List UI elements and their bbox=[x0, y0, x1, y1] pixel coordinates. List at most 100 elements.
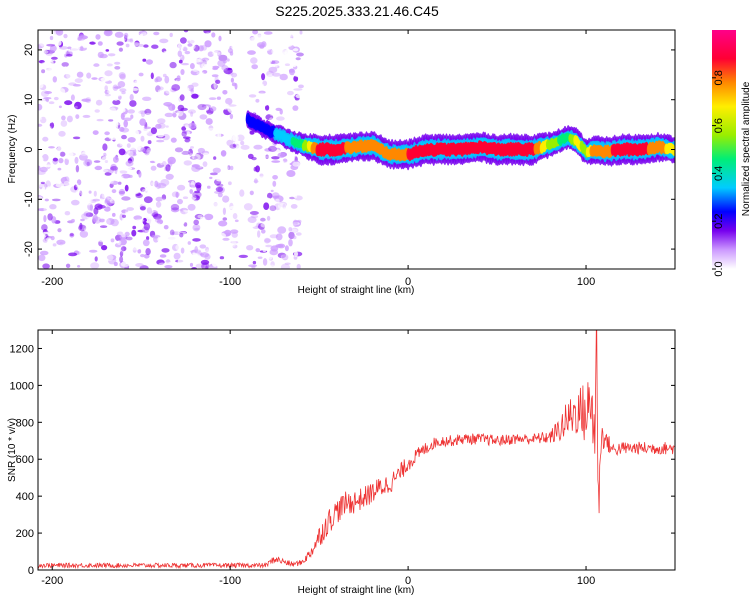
noise-speckle bbox=[50, 136, 58, 144]
noise-speckle bbox=[282, 215, 292, 222]
noise-speckle bbox=[43, 97, 52, 100]
noise-speckle bbox=[93, 216, 102, 224]
noise-speckle bbox=[163, 102, 173, 107]
noise-speckle bbox=[235, 145, 243, 151]
noise-speckle bbox=[45, 186, 52, 193]
noise-speckle bbox=[164, 216, 172, 224]
noise-speckle bbox=[47, 126, 52, 130]
noise-speckle bbox=[215, 186, 224, 192]
noise-speckle bbox=[193, 131, 201, 137]
noise-speckle bbox=[201, 239, 208, 243]
noise-speckle bbox=[104, 172, 112, 176]
noise-speckle bbox=[66, 115, 73, 123]
spectrogram-y-axis-label: Frequency (Hz) bbox=[7, 115, 18, 184]
noise-speckle bbox=[184, 85, 189, 88]
noise-speckle bbox=[209, 176, 213, 180]
noise-speckle bbox=[59, 210, 66, 215]
noise-speckle bbox=[122, 100, 126, 106]
noise-speckle bbox=[228, 190, 236, 195]
noise-speckle bbox=[239, 189, 245, 197]
noise-speckle bbox=[200, 54, 206, 59]
noise-speckle bbox=[179, 94, 185, 101]
noise-speckle bbox=[142, 58, 147, 62]
noise-speckle bbox=[297, 219, 302, 223]
noise-speckle bbox=[170, 137, 177, 143]
noise-speckle bbox=[132, 180, 139, 186]
noise-speckle bbox=[40, 104, 49, 110]
noise-speckle bbox=[243, 98, 253, 105]
noise-speckle bbox=[283, 79, 292, 86]
noise-speckle bbox=[212, 167, 221, 174]
noise-speckle bbox=[248, 264, 258, 268]
noise-speckle bbox=[287, 209, 293, 218]
noise-speckle bbox=[290, 204, 298, 209]
noise-speckle bbox=[225, 34, 234, 41]
noise-speckle bbox=[110, 218, 119, 227]
noise-speckle bbox=[277, 243, 286, 249]
noise-speckle bbox=[203, 154, 207, 162]
noise-speckle bbox=[188, 140, 198, 144]
noise-speckle bbox=[151, 88, 160, 93]
noise-speckle bbox=[118, 148, 126, 156]
noise-speckle bbox=[166, 104, 171, 108]
noise-speckle bbox=[198, 122, 207, 129]
noise-speckle bbox=[272, 93, 277, 98]
noise-speckle bbox=[269, 110, 279, 117]
noise-speckle bbox=[196, 51, 202, 57]
noise-speckle bbox=[49, 110, 58, 115]
noise-speckle bbox=[175, 191, 179, 198]
noise-speckle bbox=[103, 259, 108, 266]
noise-speckle bbox=[92, 198, 101, 202]
noise-speckle bbox=[67, 258, 76, 264]
snr-y-tick-label-0: 0 bbox=[28, 565, 34, 577]
noise-speckle bbox=[251, 265, 256, 269]
snr-x-tick-label-100: 100 bbox=[577, 575, 595, 587]
noise-speckle bbox=[177, 257, 186, 265]
noise-speckle bbox=[77, 37, 82, 41]
snr-y-tick-label-800: 800 bbox=[16, 417, 34, 429]
noise-speckle bbox=[179, 217, 186, 220]
noise-speckle bbox=[116, 240, 122, 246]
noise-speckle bbox=[213, 123, 221, 127]
noise-speckle bbox=[129, 94, 134, 101]
spectrogram-x-tick-label--200: -200 bbox=[41, 276, 63, 288]
noise-speckle bbox=[153, 213, 162, 220]
noise-speckle bbox=[211, 260, 219, 267]
noise-speckle bbox=[96, 153, 104, 157]
noise-speckle bbox=[39, 40, 46, 47]
noise-speckle bbox=[48, 66, 55, 72]
noise-speckle bbox=[289, 196, 296, 200]
noise-speckle bbox=[56, 154, 61, 158]
noise-speckle bbox=[114, 168, 118, 175]
noise-speckle bbox=[222, 90, 228, 95]
noise-speckle bbox=[55, 140, 61, 148]
noise-speckle bbox=[163, 90, 170, 96]
noise-speckle bbox=[125, 211, 131, 215]
noise-speckle bbox=[287, 90, 294, 96]
noise-speckle bbox=[59, 242, 63, 246]
noise-speckle bbox=[166, 132, 170, 137]
noise-speckle bbox=[181, 62, 190, 66]
noise-speckle bbox=[240, 140, 245, 146]
noise-speckle bbox=[202, 105, 210, 111]
noise-speckle bbox=[213, 229, 220, 233]
noise-speckle bbox=[95, 171, 104, 177]
noise-speckle bbox=[148, 240, 154, 247]
noise-speckle bbox=[89, 181, 99, 187]
noise-speckle bbox=[206, 94, 210, 101]
noise-speckle bbox=[193, 148, 197, 155]
noise-speckle bbox=[180, 37, 187, 44]
noise-speckle bbox=[221, 103, 230, 110]
noise-speckle bbox=[270, 164, 275, 172]
noise-speckle bbox=[291, 154, 295, 162]
noise-speckle bbox=[277, 152, 286, 158]
noise-speckle bbox=[95, 34, 101, 40]
noise-speckle bbox=[117, 107, 126, 113]
noise-speckle bbox=[262, 37, 269, 42]
noise-speckle bbox=[199, 92, 207, 97]
noise-speckle bbox=[119, 62, 124, 66]
noise-speckle bbox=[52, 157, 59, 162]
noise-speckle bbox=[227, 151, 236, 159]
noise-speckle bbox=[85, 185, 89, 189]
noise-speckle bbox=[281, 49, 288, 55]
